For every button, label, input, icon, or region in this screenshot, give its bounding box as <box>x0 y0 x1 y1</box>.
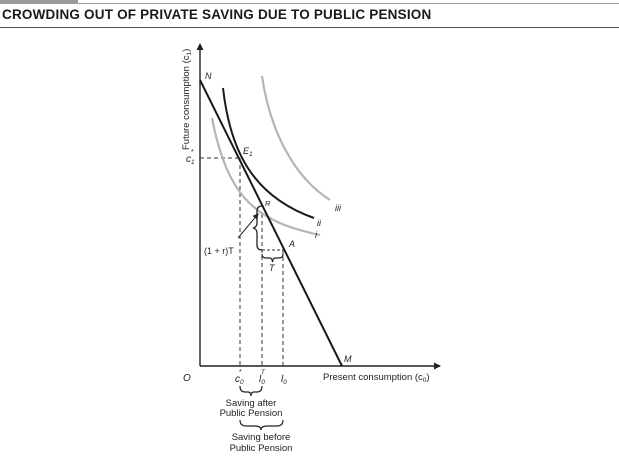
saving-before-label-1: Saving before <box>232 432 291 443</box>
tick-l0T: l0T <box>259 369 266 386</box>
saving-after-label-1: Saving after <box>226 398 277 409</box>
indifference-curve-iii <box>260 75 331 201</box>
saving-after-label-2: Public Pension <box>220 408 283 419</box>
figure-title: CROWDING OUT OF PRIVATE SAVING DUE TO PU… <box>2 7 432 22</box>
tick-c1-star: c1* <box>186 149 195 166</box>
tax-brace <box>261 253 284 263</box>
curve-ii-label: ii <box>317 218 322 228</box>
tick-l0: l0 <box>281 374 287 386</box>
pension-value-arrow <box>237 213 259 239</box>
title-rule <box>0 27 619 28</box>
origin-label: O <box>183 373 191 384</box>
pension-value-label: (1 + r)T <box>204 246 234 256</box>
point-R-label: R <box>265 199 271 208</box>
tax-label: T <box>269 263 276 273</box>
top-rule-line <box>0 3 619 4</box>
point-A-label: A <box>288 239 295 249</box>
budget-line-NM <box>199 79 343 367</box>
curve-i-label: i <box>315 230 318 240</box>
indifference-curve-ii <box>222 87 315 219</box>
saving-before-label-2: Public Pension <box>230 443 293 454</box>
y-axis-label: Future consumption (c1) <box>181 49 193 150</box>
top-rule-tab <box>0 0 78 3</box>
x-axis-label: Present consumption (c0) <box>323 372 430 384</box>
curve-iii-label: iii <box>335 203 342 213</box>
point-N-label: N <box>205 71 212 81</box>
indifference-curve-i <box>210 117 321 237</box>
point-M-label: M <box>344 354 352 364</box>
pension-value-brace <box>252 205 263 251</box>
saving-before-brace <box>239 419 284 431</box>
top-rule <box>0 0 619 4</box>
saving-after-brace <box>239 385 263 397</box>
point-E-label: E1 <box>243 146 253 158</box>
tick-c0-star: c0* <box>235 369 244 386</box>
